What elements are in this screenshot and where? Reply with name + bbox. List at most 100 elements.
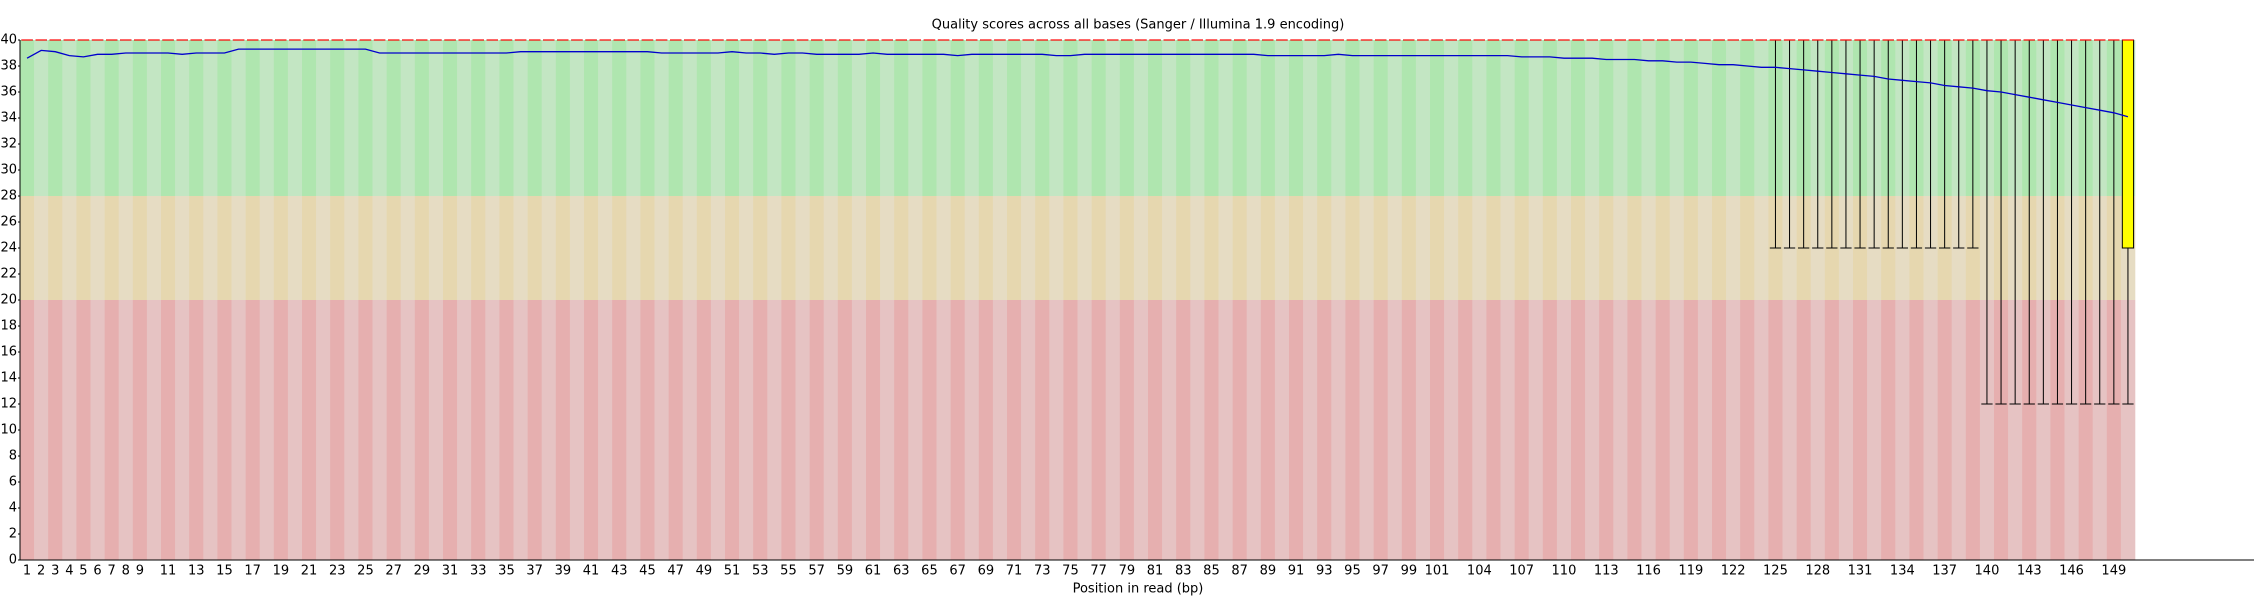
zone-stripe: [1091, 196, 1106, 300]
zone-stripe: [175, 196, 190, 300]
zone-stripe: [513, 40, 528, 196]
zone-stripe: [471, 300, 486, 560]
zone-stripe: [908, 40, 923, 196]
zone-stripe: [1317, 196, 1332, 300]
zone-stripe: [358, 300, 373, 560]
zone-stripe: [513, 196, 528, 300]
zone-stripe: [626, 300, 641, 560]
zone-stripe: [922, 300, 937, 560]
zone-stripe: [1655, 300, 1670, 560]
x-tick-label: 131: [1848, 564, 1873, 579]
zone-stripe: [1979, 300, 1995, 560]
zone-stripe: [1148, 40, 1163, 196]
zone-stripe: [866, 300, 881, 560]
zone-stripe: [1768, 300, 1783, 560]
x-tick-label: 101: [1425, 564, 1450, 579]
zone-stripe: [1232, 300, 1247, 560]
zone-stripe: [1571, 300, 1586, 560]
zone-stripe: [287, 196, 303, 300]
zone-stripe: [1613, 40, 1628, 196]
x-tick-label: 25: [357, 564, 374, 579]
x-tick-label: 67: [949, 564, 966, 579]
zone-stripe: [1035, 196, 1050, 300]
x-tick-label: 8: [122, 564, 130, 579]
zone-stripe: [1712, 196, 1727, 300]
zone-stripe: [344, 40, 359, 196]
zone-stripe: [1077, 40, 1092, 196]
zone-stripe: [640, 196, 655, 300]
zone-stripe: [753, 300, 768, 560]
zone-stripe: [104, 40, 119, 196]
zone-stripe: [1571, 196, 1586, 300]
x-tick-label: 77: [1090, 564, 1107, 579]
zone-stripe: [1754, 300, 1769, 560]
zone-stripe: [1373, 40, 1388, 196]
zone-stripe: [48, 196, 63, 300]
zone-stripe: [1599, 40, 1614, 196]
zone-stripe: [1204, 40, 1219, 196]
zone-stripe: [837, 300, 853, 560]
zone-stripe: [1415, 196, 1431, 300]
zone-stripe: [414, 196, 430, 300]
x-tick-label: 137: [1932, 564, 1957, 579]
zone-stripe: [1303, 40, 1318, 196]
zone-stripe: [316, 196, 331, 300]
zone-stripe: [753, 196, 768, 300]
zone-stripe: [1190, 40, 1205, 196]
zone-stripe: [584, 40, 599, 196]
zone-stripe: [1260, 40, 1276, 196]
zone-stripe: [598, 300, 613, 560]
zone-stripe: [273, 40, 289, 196]
zone-stripe: [1021, 40, 1036, 196]
zone-stripe: [682, 196, 698, 300]
zone-stripe: [344, 300, 359, 560]
zone-stripe: [146, 196, 162, 300]
zone-stripe: [1740, 196, 1755, 300]
zone-stripe: [499, 300, 514, 560]
x-tick-label: 122: [1721, 564, 1746, 579]
zone-stripe: [273, 196, 289, 300]
zone-stripe: [471, 196, 486, 300]
zone-stripe: [203, 196, 218, 300]
zone-stripe: [1726, 196, 1741, 300]
zone-stripe: [767, 40, 782, 196]
zone-stripe: [1585, 40, 1600, 196]
x-axis-title: Position in read (bp): [1073, 582, 1204, 597]
x-tick-label: 39: [555, 564, 572, 579]
zone-stripe: [1373, 300, 1388, 560]
zone-stripe: [1824, 300, 1840, 560]
x-tick-label: 73: [1034, 564, 1051, 579]
zone-stripe: [457, 300, 472, 560]
zone-stripe: [710, 40, 726, 196]
zone-stripe: [1556, 300, 1572, 560]
zone-stripe: [1754, 196, 1769, 300]
zone-stripe: [1472, 196, 1487, 300]
zone-stripe: [1331, 196, 1346, 300]
zone-stripe: [823, 196, 839, 300]
zone-stripe: [1514, 300, 1529, 560]
zone-stripe: [569, 300, 585, 560]
zone-stripe: [1091, 300, 1106, 560]
y-tick-label: 20: [0, 293, 17, 308]
zone-stripe: [626, 196, 641, 300]
zone-stripe: [1218, 40, 1233, 196]
zone-stripe: [203, 40, 218, 196]
zone-stripe: [880, 300, 895, 560]
zone-stripe: [217, 300, 232, 560]
zone-stripe: [499, 196, 514, 300]
zone-stripe: [231, 40, 246, 196]
zone-stripe: [922, 40, 937, 196]
zone-stripe: [386, 300, 401, 560]
zone-stripe: [1415, 40, 1431, 196]
zone-stripe: [161, 300, 176, 560]
zone-stripe: [880, 40, 895, 196]
x-tick-label: 29: [414, 564, 431, 579]
zone-stripe: [330, 300, 345, 560]
zone-stripe: [668, 300, 683, 560]
zone-stripe: [795, 300, 810, 560]
x-tick-label: 19: [273, 564, 290, 579]
zone-stripe: [1049, 300, 1064, 560]
zone-stripe: [1923, 300, 1938, 560]
zone-stripe: [781, 196, 796, 300]
zone-stripe: [1627, 40, 1642, 196]
